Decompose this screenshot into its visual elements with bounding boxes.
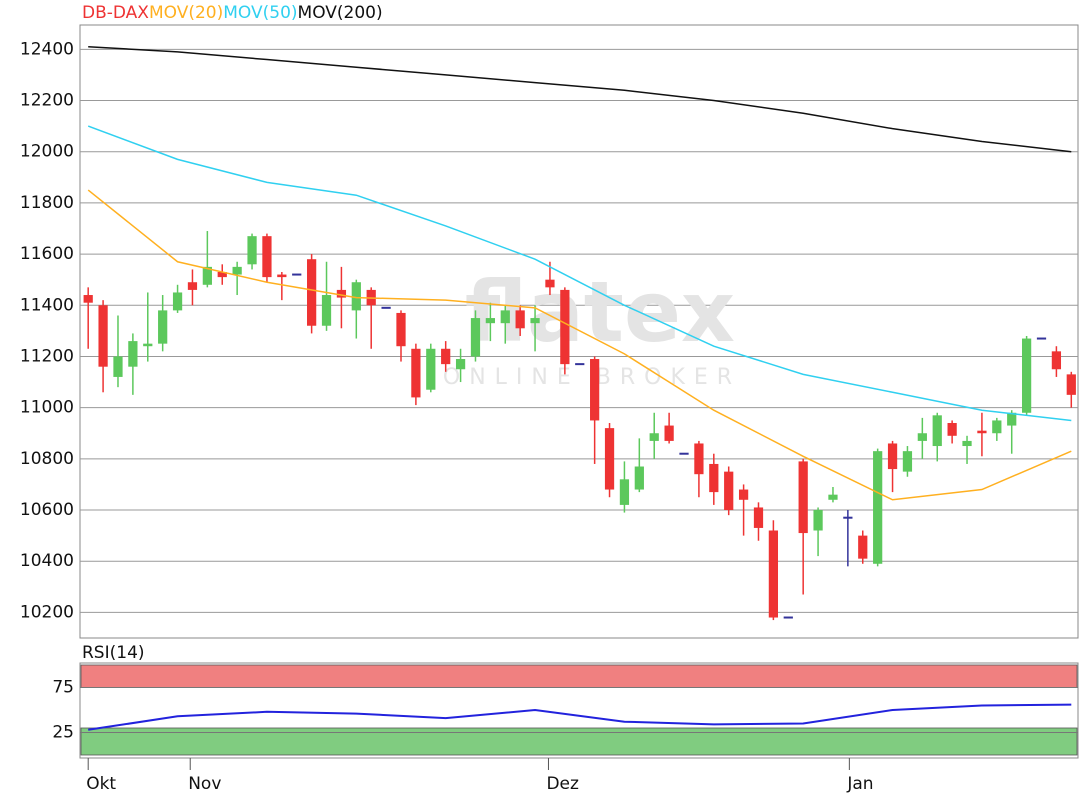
plot-frame [79, 24, 1079, 639]
candle-body [396, 312, 406, 347]
candle-body [724, 471, 734, 511]
legend: DB-DAXMOV(20)MOV(50)MOV(200) [82, 3, 383, 23]
candle-body [292, 273, 302, 276]
candle-body [351, 282, 361, 311]
candle-body [947, 423, 957, 436]
candle-body [604, 428, 615, 490]
candle-body [500, 310, 510, 324]
x-tick-label: Jan [846, 774, 873, 794]
candle-body [98, 305, 108, 367]
y-tick-label: 10800 [20, 449, 74, 469]
candle-body [768, 530, 779, 618]
candle-body [262, 236, 272, 278]
candle-body [172, 292, 183, 311]
y-tick-label: 11000 [20, 398, 74, 418]
candle-body [753, 507, 764, 528]
candle-body [679, 452, 689, 455]
candle-body [455, 359, 466, 370]
candle-body [545, 279, 555, 288]
candle-body [321, 295, 332, 326]
candle-body [485, 318, 495, 324]
candle-body [426, 348, 436, 390]
candle-body [411, 348, 421, 398]
y-tick-label: 11200 [20, 346, 74, 366]
y-tick-label: 12000 [20, 142, 74, 162]
candle-body [873, 451, 883, 564]
y-tick-label: 11800 [20, 193, 74, 213]
candle-body [664, 425, 674, 441]
candle-body [1021, 338, 1032, 413]
x-tick-label: Okt [86, 774, 116, 794]
candle-body [828, 494, 838, 500]
candle-body [709, 463, 719, 493]
candle-body [187, 282, 198, 290]
candle-body [83, 295, 93, 303]
candle-body [143, 343, 153, 347]
candle-body [307, 259, 317, 326]
candle-body [277, 274, 287, 278]
watermark: flatex [465, 263, 735, 361]
candle-body [977, 430, 987, 434]
candle-body [441, 348, 451, 365]
y-tick-label: 25 [52, 723, 74, 743]
candle-body [575, 363, 585, 366]
y-tick-label: 11400 [20, 295, 74, 315]
y-tick-label: 10200 [20, 602, 74, 622]
x-tick-label: Nov [188, 774, 221, 794]
candle-body [843, 516, 853, 519]
candle-body [470, 318, 481, 357]
candle-body [649, 433, 659, 441]
x-tick-label: Dez [546, 774, 579, 794]
y-tick-label: 12200 [20, 91, 74, 111]
candle-body [902, 451, 913, 472]
legend-entry: DB-DAX [82, 3, 149, 23]
candle-body [694, 443, 704, 475]
legend-entry: MOV(50) [223, 3, 297, 23]
candle-body [634, 466, 644, 490]
y-tick-label: 11600 [20, 244, 74, 264]
candle-body [992, 420, 1002, 434]
candle-body [113, 356, 123, 377]
rsi-line [88, 703, 1072, 731]
candle-body [738, 489, 749, 500]
candle-body [158, 310, 168, 344]
candle-body [858, 535, 868, 559]
moving-average [87, 189, 1072, 501]
candle-body [887, 443, 898, 470]
candle-body [619, 479, 630, 505]
y-tick-label: 10600 [20, 500, 74, 520]
candle-body [783, 616, 793, 619]
candle-body [515, 310, 525, 329]
candle-body [590, 359, 600, 421]
candle-body [917, 433, 927, 441]
candle-body [128, 341, 138, 367]
candle-body [232, 266, 242, 275]
moving-average [87, 125, 1072, 422]
candle-body [381, 306, 391, 309]
candle-body [1066, 374, 1076, 395]
legend-entry: MOV(20) [149, 3, 223, 23]
candle-body [962, 440, 972, 447]
candle-body [336, 289, 347, 298]
candle-body [813, 510, 823, 531]
candle-body [247, 236, 257, 265]
candle-body [217, 271, 227, 278]
watermark: ONLINE BROKER [443, 365, 741, 390]
y-tick-label: 10400 [20, 551, 74, 571]
moving-average [88, 46, 1072, 153]
candle-body [1051, 351, 1062, 370]
candle-body [1036, 337, 1047, 340]
y-tick-label: 12400 [20, 39, 74, 59]
y-tick-label: 75 [52, 678, 74, 698]
candle-body [798, 461, 808, 534]
candle-body [202, 266, 212, 285]
panel-title: RSI(14) [82, 643, 145, 663]
candle-body [530, 318, 540, 324]
legend-entry: MOV(200) [298, 3, 383, 23]
candle-body [560, 289, 570, 365]
candle-body [932, 415, 942, 447]
band [80, 664, 1078, 688]
candle-body [1007, 412, 1017, 426]
